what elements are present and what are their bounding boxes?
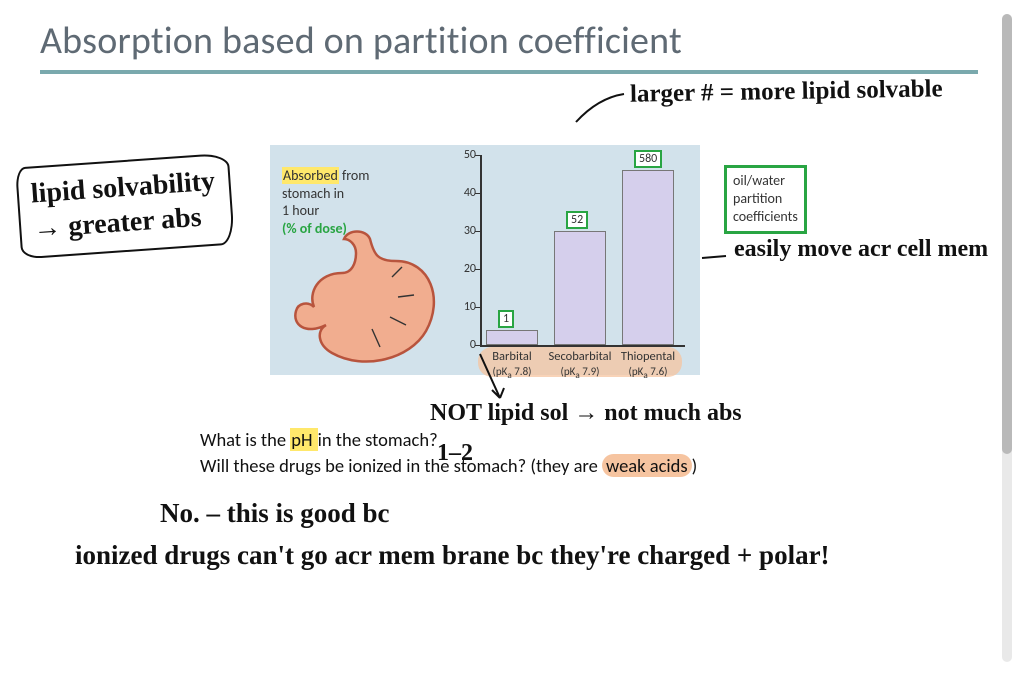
ytick-label: 0	[454, 338, 476, 352]
q1a: What is the	[200, 428, 290, 451]
x-category-barbital: Barbital(pKa 7.8)	[478, 349, 546, 381]
annot-ph-answer: 1–2	[437, 440, 473, 467]
figure-panel: Absorbed from stomach in 1 hour (% of do…	[270, 145, 700, 375]
ytick	[475, 193, 480, 194]
question-1: What is the pH in the stomach?	[200, 428, 438, 451]
annot-top-right: larger # = more lipid solvable	[630, 75, 943, 108]
ytick	[475, 269, 480, 270]
slide: Absorption based on partition coefficien…	[0, 0, 1018, 676]
q2b: )	[692, 454, 698, 477]
q2a: Will these drugs be ionized in the stoma…	[200, 454, 602, 477]
annot-mid-right: easily move acr cell mem	[734, 236, 988, 263]
scrollbar-thumb[interactable]	[1002, 14, 1012, 454]
annot-note-box: lipid solvability → greater abs	[15, 153, 235, 260]
bar-cap-thiopental: 580	[634, 150, 662, 168]
q2-hl: weak acids	[602, 454, 692, 477]
cap-l3: 1 hour	[282, 202, 319, 219]
dash-mid-right	[700, 248, 730, 268]
ytick-label: 10	[454, 300, 476, 314]
cap-l1-hl: Absorbed	[282, 167, 339, 184]
legend-l1: oil/water	[733, 172, 785, 189]
chart-x-axis	[480, 345, 685, 347]
ytick-label: 50	[454, 148, 476, 162]
bar-thiopental	[622, 170, 674, 345]
chart-y-axis	[480, 155, 482, 345]
ytick	[475, 307, 480, 308]
ytick	[475, 231, 480, 232]
arrow-top-right	[570, 88, 630, 128]
annot-answer-l2: ionized drugs can't go acr mem brane bc …	[75, 540, 830, 571]
q1b: in the stomach?	[318, 428, 438, 451]
legend-l2: partition	[733, 190, 782, 207]
x-category-thiopental: Thiopental(pKa 7.6)	[614, 349, 682, 381]
page-title: Absorption based on partition coefficien…	[0, 0, 1018, 68]
bar-barbital	[486, 330, 538, 345]
ytick-label: 20	[454, 262, 476, 276]
ytick-label: 40	[454, 186, 476, 200]
cap-l2: stomach in	[282, 185, 344, 202]
ytick	[475, 345, 480, 346]
bar-cap-barbital: 1	[498, 310, 514, 328]
legend-partition-coeff: oil/water partition coefficients	[724, 165, 807, 234]
bar-cap-secobarbital: 52	[566, 211, 588, 229]
title-underline	[40, 70, 978, 74]
annot-answer-l1: No. – this is good bc	[160, 498, 390, 529]
ytick	[475, 155, 480, 156]
q1-hl: pH	[290, 428, 317, 451]
legend-l3: coefficients	[733, 208, 798, 225]
cap-l1-rest: from	[339, 167, 370, 184]
x-category-secobarbital: Secobarbital(pKa 7.9)	[546, 349, 614, 381]
ytick-label: 30	[454, 224, 476, 238]
bar-secobarbital	[554, 231, 606, 345]
stomach-icon	[274, 225, 444, 375]
annot-under-chart: NOT lipid sol → not much abs	[430, 400, 742, 427]
